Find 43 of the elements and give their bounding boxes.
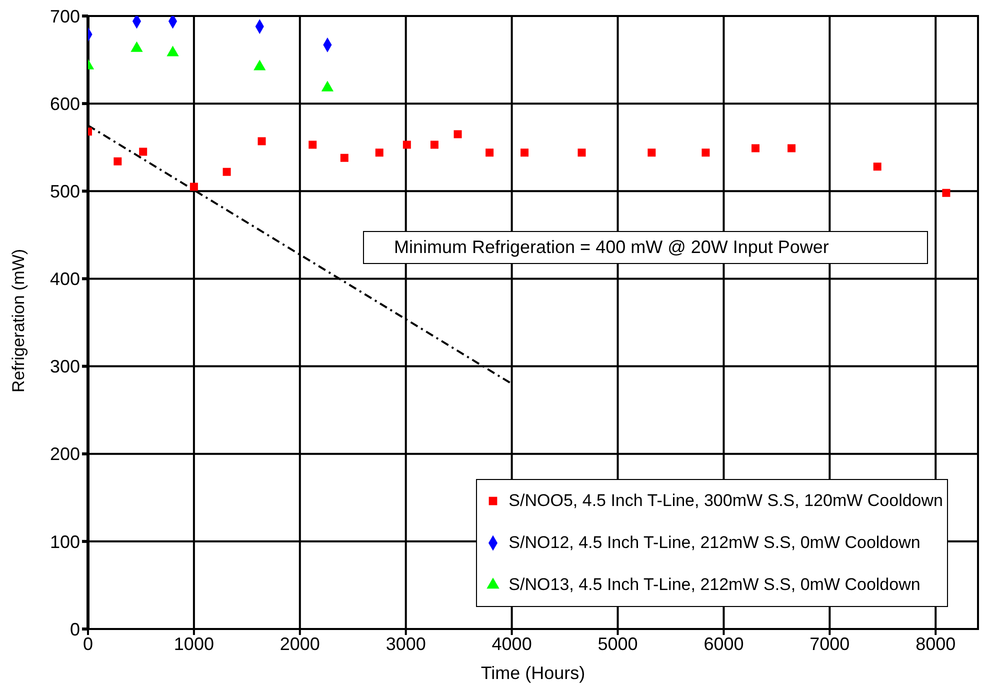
point xyxy=(430,140,438,149)
y-axis-title: Refrigeration (mW) xyxy=(9,248,28,392)
point xyxy=(222,168,231,176)
point xyxy=(258,137,266,146)
y-tick-label: 100 xyxy=(50,532,80,552)
legend-label: S/NO13, 4.5 Inch T-Line, 212mW S.S, 0mW Cooldown xyxy=(508,575,920,595)
point xyxy=(578,148,586,157)
y-tick-label: 600 xyxy=(50,94,80,114)
legend-label: S/NOO5, 4.5 Inch T-Line, 300mW S.S, 120mW Cooldown xyxy=(508,491,943,511)
point xyxy=(752,144,760,152)
x-tick-label: 4000 xyxy=(492,634,532,654)
y-tick-label: 500 xyxy=(50,182,80,202)
point xyxy=(648,148,656,157)
point xyxy=(702,148,710,157)
point xyxy=(190,182,198,191)
point xyxy=(454,130,462,138)
x-tick-label: 3000 xyxy=(386,634,426,654)
point xyxy=(942,188,950,197)
x-tick-label: 5000 xyxy=(598,634,638,654)
point xyxy=(788,144,796,152)
note-box: Minimum Refrigeration = 400 mW @ 20W Input Power xyxy=(363,231,928,264)
point xyxy=(308,140,317,149)
point xyxy=(340,154,348,162)
y-tick-label: 200 xyxy=(50,444,80,464)
legend-label: S/NO12, 4.5 Inch T-Line, 212mW S.S, 0mW Cooldown xyxy=(508,533,920,553)
x-axis-title: Time (Hours) xyxy=(480,663,586,683)
point xyxy=(375,148,384,157)
y-tick-label: 700 xyxy=(50,6,80,26)
point xyxy=(486,148,494,157)
x-tick-label: 8000 xyxy=(916,634,956,654)
y-tick-label: 0 xyxy=(70,619,80,640)
x-tick-label: 0 xyxy=(82,634,94,654)
y-tick-label: 300 xyxy=(50,356,80,377)
x-tick-label: 2000 xyxy=(280,634,320,654)
x-tick-label: 6000 xyxy=(704,634,744,654)
y-tick-label: 400 xyxy=(50,269,80,290)
point xyxy=(114,157,122,166)
x-tick-label: 1000 xyxy=(174,634,214,654)
point xyxy=(402,140,411,149)
point xyxy=(873,162,882,171)
x-tick-label: 7000 xyxy=(810,634,850,654)
point xyxy=(520,148,529,157)
point xyxy=(139,148,148,156)
